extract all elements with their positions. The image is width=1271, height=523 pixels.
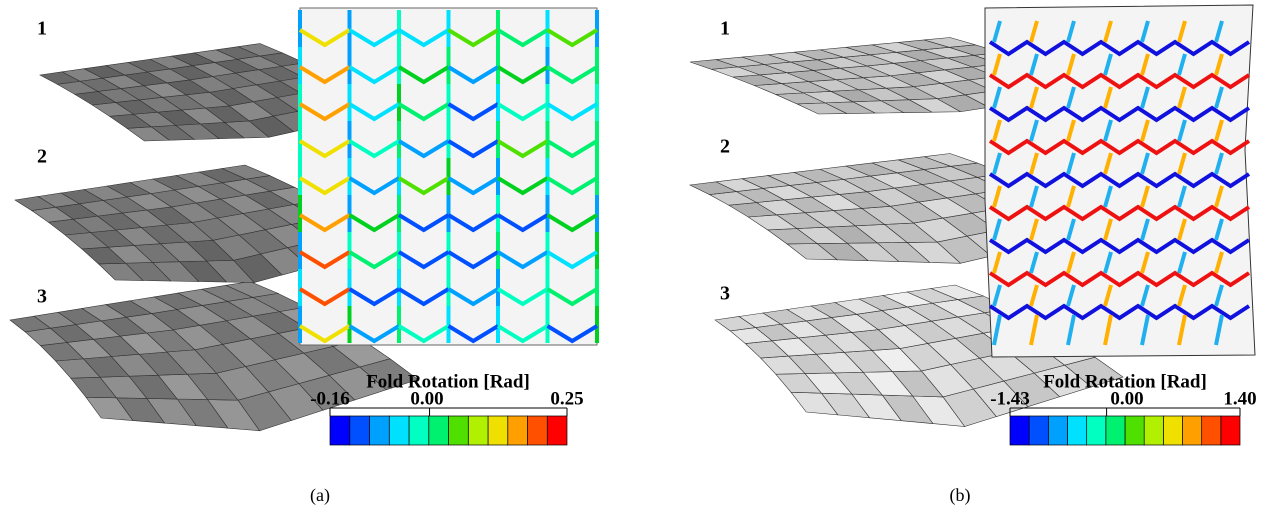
caption: (b) (950, 485, 971, 506)
colorbar-cell (330, 416, 350, 445)
colorbar-title: Fold Rotation [Rad] (366, 371, 530, 392)
caption: (a) (310, 485, 330, 506)
colorbar-cell (429, 416, 449, 445)
colorbar-cell (350, 416, 370, 445)
colorbar-cell (1144, 416, 1163, 445)
crease-pattern (300, 8, 597, 345)
colorbar-cell (488, 416, 508, 445)
state-label: 1 (37, 18, 47, 40)
state-label: 3 (37, 286, 47, 308)
colorbar-cell (508, 416, 528, 445)
colorbar-cell (449, 416, 469, 445)
colorbar-tick: 1.40 (1223, 388, 1256, 409)
colorbar-tick: 0.00 (410, 388, 443, 409)
colorbar-cell (1087, 416, 1106, 445)
colorbar-cell (1221, 416, 1240, 445)
colorbar-cell (1068, 416, 1087, 445)
colorbar-tick: 0.25 (550, 388, 583, 409)
colorbar-cell (1202, 416, 1221, 445)
state-label: 3 (720, 283, 730, 305)
colorbar-tick: -1.43 (990, 388, 1030, 409)
colorbar-cell (1163, 416, 1182, 445)
page: 1 2 3 Fold Rotation [Rad] -0.16 0.00 0.2… (0, 0, 1271, 523)
crease-pattern (985, 5, 1255, 357)
colorbar-cell (389, 416, 409, 445)
figure: 1 2 3 Fold Rotation [Rad] -0.16 0.00 0.2… (0, 0, 1271, 523)
state-label: 1 (720, 18, 730, 40)
colorbar-cell (1010, 416, 1029, 445)
colorbar-cell (1106, 416, 1125, 445)
colorbar-tick: -0.16 (310, 388, 350, 409)
colorbar-cell (1183, 416, 1202, 445)
colorbar-cell (409, 416, 429, 445)
colorbar-cell (1029, 416, 1048, 445)
colorbar-cell (1125, 416, 1144, 445)
state-label: 2 (37, 146, 47, 168)
colorbar-cell (370, 416, 390, 445)
colorbar-cell (1048, 416, 1067, 445)
colorbar-cell (468, 416, 488, 445)
colorbar-cell (547, 416, 567, 445)
colorbar-tick: 0.00 (1110, 388, 1143, 409)
state-label: 2 (720, 136, 730, 158)
colorbar-cell (528, 416, 548, 445)
